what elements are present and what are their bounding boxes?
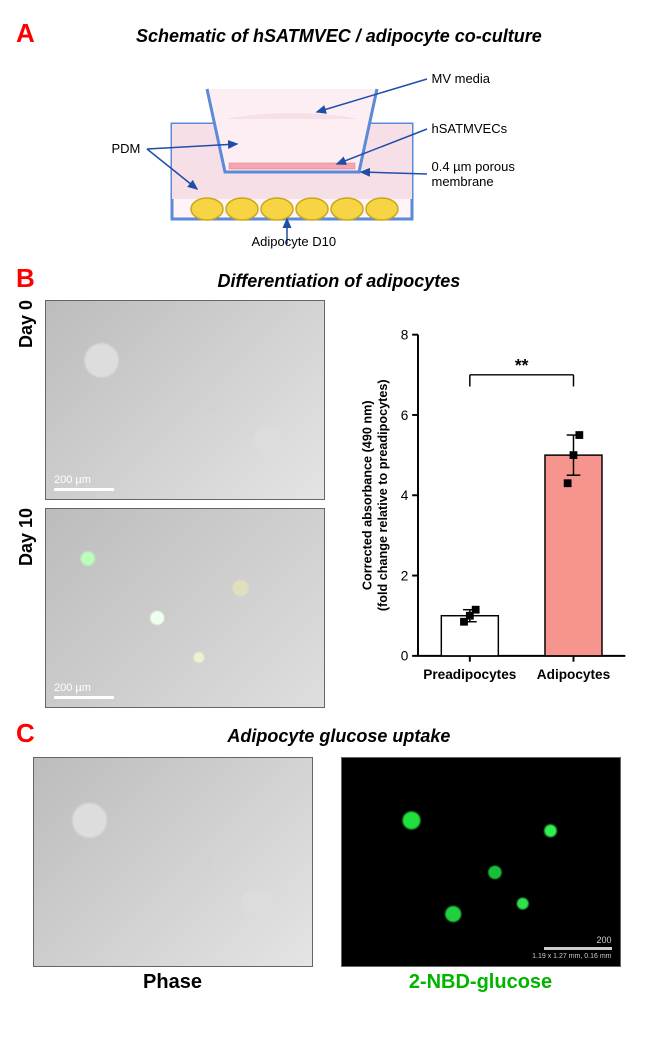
- scalebar-bar: [54, 488, 114, 491]
- scalebar-day0: 200 µm: [54, 474, 114, 491]
- day0-row: Day 0 200 µm: [16, 300, 325, 500]
- scalebar-nbd: 200 1.19 x 1.27 mm, 0.16 mm: [532, 935, 611, 960]
- panel-c-letter: C: [16, 718, 35, 749]
- panel-a-letter: A: [16, 18, 35, 49]
- label-pdm: PDM: [112, 141, 141, 156]
- svg-text:Adipocytes: Adipocytes: [537, 667, 611, 682]
- label-nbd: 2-NBD-glucose: [341, 971, 621, 994]
- label-membrane: 0.4 µm porous membrane: [432, 159, 567, 189]
- scalebar-nbd-bar: [544, 947, 612, 950]
- panel-b-title: Differentiation of adipocytes: [41, 271, 637, 292]
- scalebar-day10: 200 µm: [54, 682, 114, 699]
- svg-text:8: 8: [401, 328, 409, 343]
- panel-a-header: A Schematic of hSATMVEC / adipocyte co-c…: [16, 18, 637, 49]
- micrograph-phase: [33, 757, 313, 967]
- scalebar-text: 200 µm: [54, 474, 91, 486]
- svg-text:6: 6: [401, 408, 409, 423]
- micrograph-nbd: 200 1.19 x 1.27 mm, 0.16 mm: [341, 757, 621, 967]
- chart-svg: 0 2 4 6 8 Corrected absorbance (490 nm)(fold …: [345, 300, 637, 710]
- svg-text:2: 2: [401, 568, 409, 583]
- bar-chart: 0 2 4 6 8 Corrected absorbance (490 nm)(fold …: [345, 300, 637, 710]
- micrograph-day0: 200 µm: [45, 300, 325, 500]
- label-adipocyte: Adipocyte D10: [252, 234, 337, 249]
- scalebar-bar: [54, 696, 114, 699]
- micrograph-day10: 200 µm: [45, 508, 325, 708]
- scalebar-nbd-sub: 1.19 x 1.27 mm, 0.16 mm: [532, 953, 611, 960]
- phase-col: Phase: [33, 757, 313, 994]
- svg-text:Preadipocytes: Preadipocytes: [423, 667, 516, 682]
- svg-text:4: 4: [401, 488, 409, 503]
- scalebar-nbd-text: 200: [596, 935, 611, 945]
- day10-row: Day 10 200 µm: [16, 508, 325, 708]
- nbd-col: 200 1.19 x 1.27 mm, 0.16 mm 2-NBD-glucos…: [341, 757, 621, 994]
- scalebar-text: 200 µm: [54, 682, 91, 694]
- schematic-container: MV media hSATMVECs 0.4 µm porous membran…: [16, 59, 637, 249]
- panel-a-title: Schematic of hSATMVEC / adipocyte co-cul…: [41, 26, 637, 47]
- svg-text:**: **: [515, 355, 529, 375]
- schematic-svg: [87, 59, 567, 249]
- panel-c-row: Phase 200 1.19 x 1.27 mm, 0.16 mm 2-NBD-…: [16, 757, 637, 994]
- svg-text:0: 0: [401, 649, 409, 664]
- label-mv-media: MV media: [432, 71, 491, 86]
- label-hsatmvec: hSATMVECs: [432, 121, 508, 136]
- label-day10: Day 10: [16, 508, 37, 566]
- svg-text:Corrected absorbance (490 nm): Corrected absorbance (490 nm): [360, 400, 374, 590]
- panel-c-title: Adipocyte glucose uptake: [41, 726, 637, 747]
- panel-b-header: B Differentiation of adipocytes: [16, 263, 637, 294]
- panel-b-letter: B: [16, 263, 35, 294]
- label-phase: Phase: [33, 971, 313, 994]
- schematic: MV media hSATMVECs 0.4 µm porous membran…: [87, 59, 567, 249]
- panel-b-row: Day 0 200 µm Day 10 200 µm 0 2 4 6 8 Correcte…: [16, 300, 637, 710]
- panel-c-header: C Adipocyte glucose uptake: [16, 718, 637, 749]
- svg-text:(fold change relative to pread: (fold change relative to preadipocytes): [376, 379, 390, 611]
- micrograph-column: Day 0 200 µm Day 10 200 µm: [16, 300, 325, 708]
- label-day0: Day 0: [16, 300, 37, 348]
